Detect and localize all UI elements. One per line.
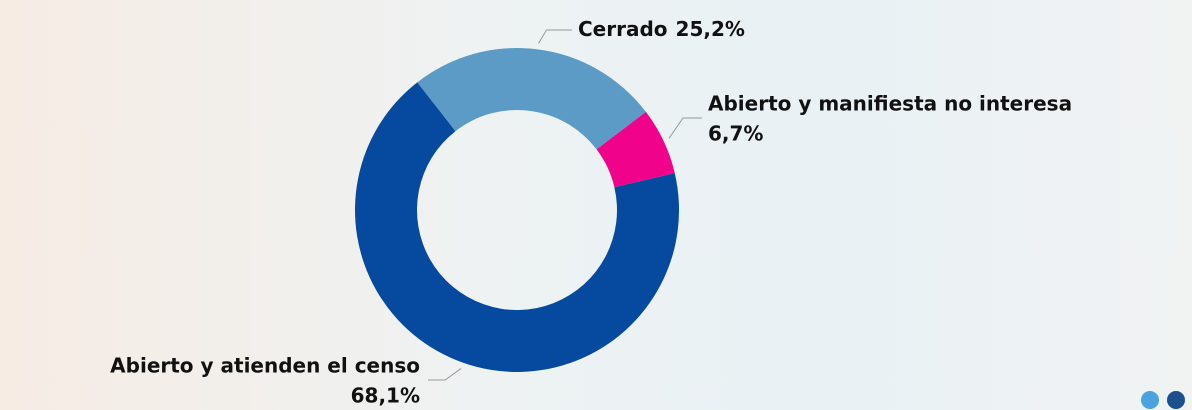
category-label: Cerrado — [578, 17, 668, 41]
category-label: Abierto y atienden el censo — [110, 354, 420, 378]
data-label: Cerrado 25,2% — [578, 17, 745, 41]
leader-line — [538, 29, 572, 44]
leader-line — [428, 368, 462, 381]
decoration-dot — [1167, 391, 1185, 409]
donut-segment — [354, 82, 679, 373]
category-label: Abierto y manifiesta no interesa — [708, 92, 1072, 116]
value-label: 25,2% — [676, 17, 745, 41]
value-label: 6,7% — [708, 122, 763, 146]
leader-line — [668, 117, 702, 139]
decoration-dot — [1141, 391, 1159, 409]
donut-segment — [417, 48, 646, 150]
value-label: 68,1% — [351, 384, 420, 408]
donut-segment — [596, 111, 675, 188]
